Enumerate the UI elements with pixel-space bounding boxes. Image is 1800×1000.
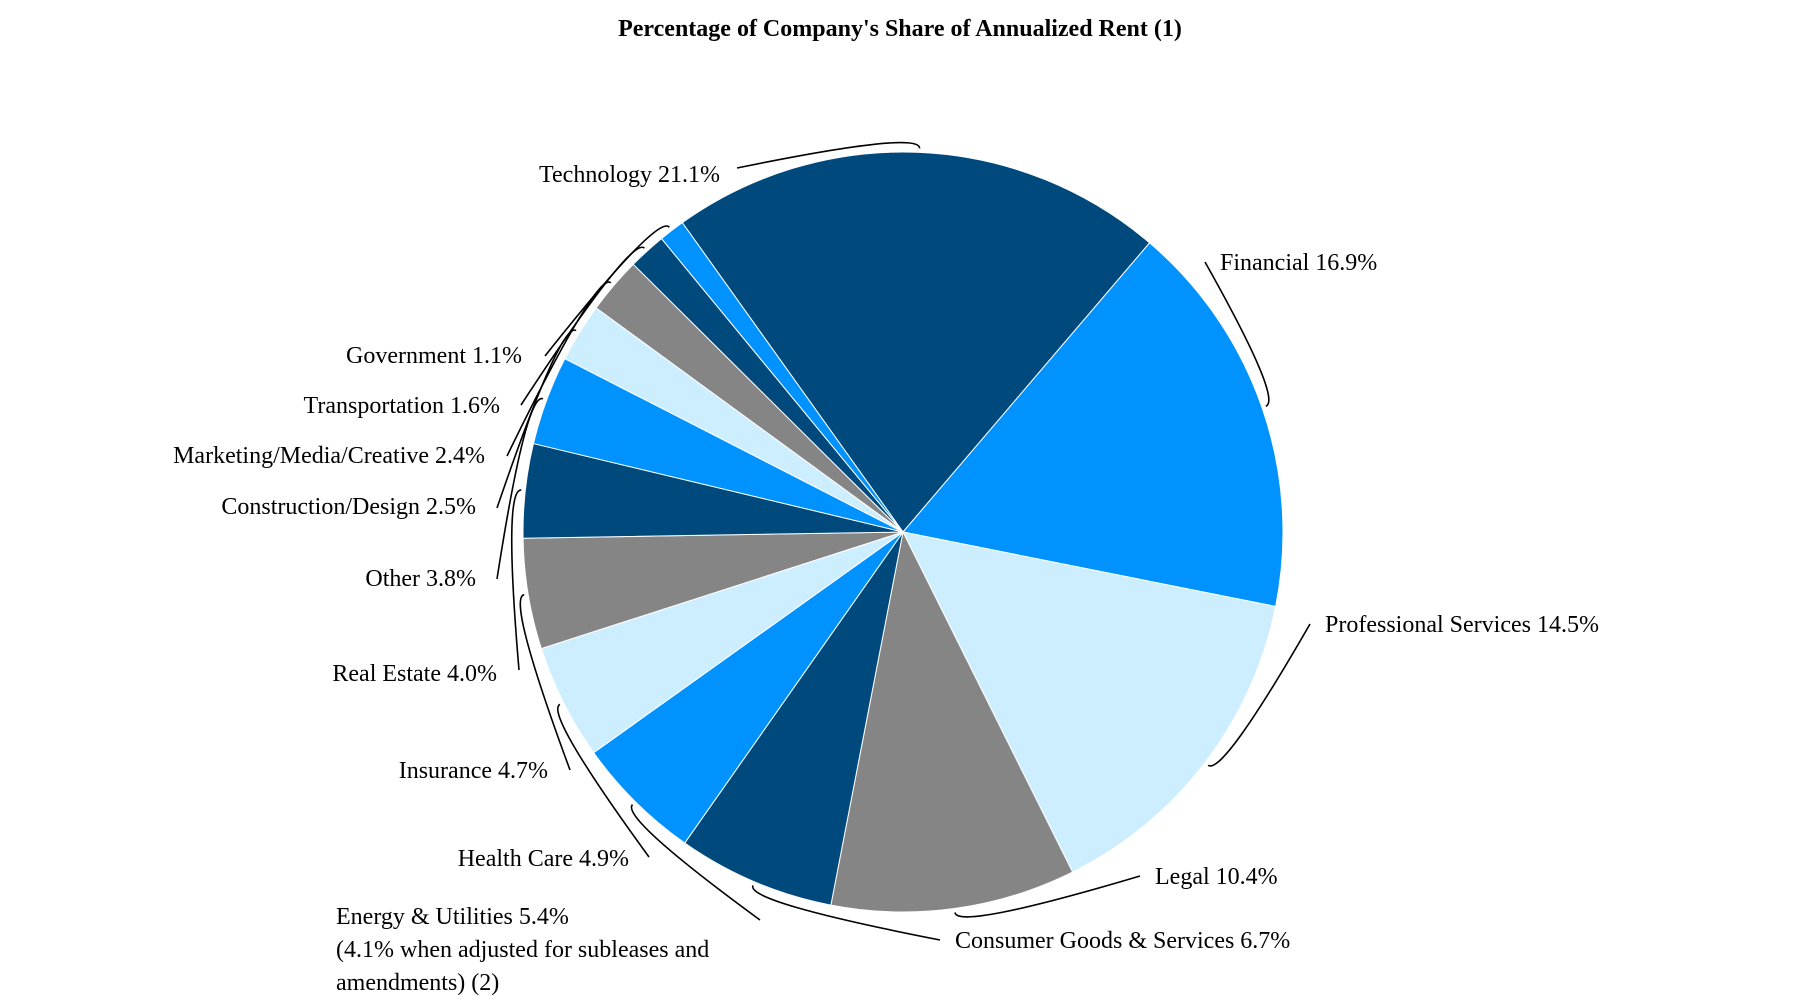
slice-label-transportation: Transportation 1.6% xyxy=(304,393,500,419)
slice-label-real-estate: Real Estate 4.0% xyxy=(332,661,497,687)
pie-slice-technology xyxy=(681,151,1151,533)
pie-slice-professional-services xyxy=(902,531,1277,873)
leader-line-financial xyxy=(1204,261,1270,407)
slice-label-other: Other 3.8% xyxy=(365,566,476,592)
leader-line-other xyxy=(496,397,544,580)
slice-label-consumer-goods-services: Consumer Goods & Services 6.7% xyxy=(955,928,1290,954)
slice-label-professional-services: Professional Services 14.5% xyxy=(1325,612,1599,638)
leader-line-technology xyxy=(736,141,921,169)
chart-title: Percentage of Company's Share of Annuali… xyxy=(618,16,1182,42)
leader-line-consumer-goods-services xyxy=(752,885,941,941)
leader-line-energy-utilities xyxy=(630,804,761,921)
leader-line-professional-services xyxy=(1207,623,1311,767)
slice-label-government: Government 1.1% xyxy=(346,343,522,369)
slice-label-energy-utilities: Energy & Utilities 5.4% (4.1% when adjust… xyxy=(336,904,709,996)
slice-label-financial: Financial 16.9% xyxy=(1220,250,1377,276)
leader-line-legal xyxy=(954,875,1141,918)
pie-slice-financial xyxy=(902,242,1284,608)
slice-label-insurance: Insurance 4.7% xyxy=(399,758,548,784)
leader-line-insurance xyxy=(519,593,571,771)
slice-label-health-care: Health Care 4.9% xyxy=(458,846,629,872)
slice-label-legal: Legal 10.4% xyxy=(1155,864,1278,890)
leader-line-health-care xyxy=(556,703,650,858)
pie-slice-consumer-goods-services xyxy=(684,531,904,906)
leader-line-real-estate xyxy=(510,489,522,671)
slice-label-construction-design: Construction/Design 2.5% xyxy=(221,494,476,520)
slice-label-marketing-media-creative: Marketing/Media/Creative 2.4% xyxy=(173,443,485,469)
leader-line-government xyxy=(544,225,670,357)
slice-label-technology: Technology 21.1% xyxy=(539,162,720,188)
pie-slice-government xyxy=(660,221,904,533)
pie-slice-legal xyxy=(830,530,1074,913)
